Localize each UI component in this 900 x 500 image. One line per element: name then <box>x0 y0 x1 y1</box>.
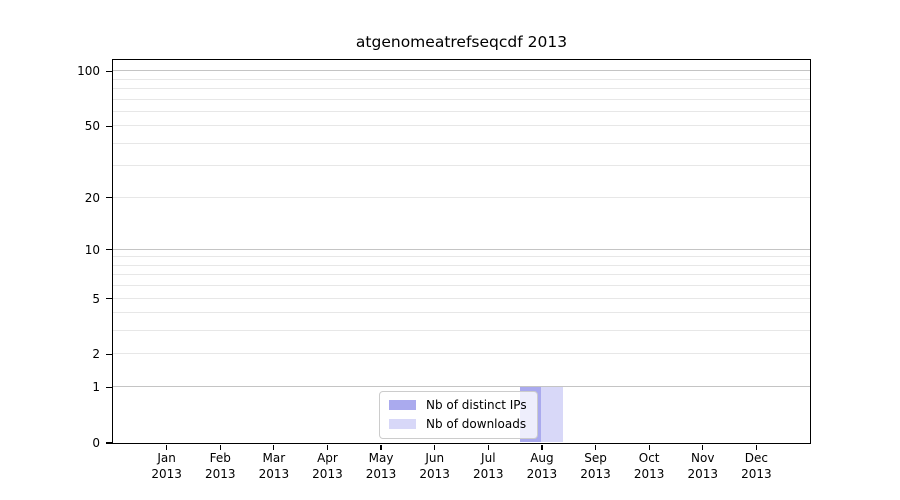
y-tick-10 <box>106 249 112 251</box>
x-tick-label-sep: Sep 2013 <box>580 451 611 481</box>
legend-label-distinct-ips: Nb of distinct IPs <box>426 398 527 412</box>
x-tick-aug <box>541 444 543 450</box>
x-tick-label-may: May 2013 <box>365 451 397 481</box>
gridline-8 <box>112 264 810 266</box>
gridline-50 <box>112 125 810 127</box>
y-tick-label-2: 2 <box>92 347 100 362</box>
y-tick-label-1: 1 <box>92 380 100 395</box>
y-tick-0 <box>106 442 112 444</box>
downloads-swatch <box>389 419 416 429</box>
gridline-90 <box>112 78 810 80</box>
gridline-10 <box>112 248 810 250</box>
y-tick-label-100: 100 <box>77 64 100 79</box>
x-tick-label-jul: Jul 2013 <box>473 451 504 481</box>
x-tick-label-nov: Nov 2013 <box>687 451 719 481</box>
x-tick-nov <box>702 444 704 450</box>
distinct-ips-swatch <box>389 400 416 410</box>
legend-item-distinct-ips: Nb of distinct IPs <box>389 398 527 412</box>
x-tick-label-oct: Oct 2013 <box>633 451 665 481</box>
gridline-5 <box>112 297 810 299</box>
y-tick-label-10: 10 <box>84 242 100 257</box>
gridline-3 <box>112 330 810 332</box>
x-tick-jun <box>434 444 436 450</box>
y-tick-1 <box>106 386 112 388</box>
legend-label-downloads: Nb of downloads <box>426 417 527 431</box>
x-tick-jul <box>487 444 489 450</box>
plot-area <box>111 58 811 444</box>
x-tick-label-aug: Aug 2013 <box>526 451 558 481</box>
gridline-6 <box>112 285 810 287</box>
y-tick-label-0: 0 <box>92 436 100 450</box>
x-tick-dec <box>755 444 757 450</box>
gridline-80 <box>112 87 810 89</box>
y-tick-5 <box>106 298 112 300</box>
gridline-60 <box>112 110 810 112</box>
x-tick-jan <box>166 444 168 450</box>
x-tick-sep <box>594 444 597 450</box>
y-tick-label-50: 50 <box>84 119 100 134</box>
gridline-100 <box>112 70 810 72</box>
y-tick-20 <box>106 197 112 199</box>
gridline-20 <box>112 196 810 198</box>
y-tick-label-5: 5 <box>92 291 100 306</box>
x-tick-label-feb: Feb 2013 <box>204 451 236 481</box>
x-tick-label-jan: Jan 2013 <box>151 451 182 481</box>
gridline-4 <box>112 312 810 314</box>
x-tick-apr <box>326 444 329 450</box>
y-tick-50 <box>106 125 112 127</box>
legend-item-downloads: Nb of downloads <box>389 417 527 431</box>
x-tick-feb <box>219 444 221 450</box>
x-tick-label-apr: Apr 2013 <box>312 451 343 481</box>
x-tick-label-jun: Jun 2013 <box>419 451 450 481</box>
gridline-9 <box>112 256 810 258</box>
y-tick-label-20: 20 <box>84 190 100 205</box>
x-tick-mar <box>273 444 275 450</box>
x-tick-oct <box>648 444 650 450</box>
gridline-1 <box>112 386 810 388</box>
y-tick-2 <box>106 353 112 356</box>
x-tick-label-dec: Dec 2013 <box>741 451 772 481</box>
gridline-70 <box>112 98 810 100</box>
gridline-40 <box>112 142 810 144</box>
y-tick-100 <box>106 70 112 72</box>
x-tick-label-mar: Mar 2013 <box>258 451 290 481</box>
gridline-30 <box>112 165 810 167</box>
gridline-7 <box>112 274 810 276</box>
gridline-2 <box>112 353 810 355</box>
chart-title: atgenomeatrefseqcdf 2013 <box>355 33 568 51</box>
bar-nb-of-downloads-aug <box>541 386 563 443</box>
legend: Nb of distinct IPs Nb of downloads <box>379 391 538 439</box>
x-tick-may <box>380 444 382 450</box>
